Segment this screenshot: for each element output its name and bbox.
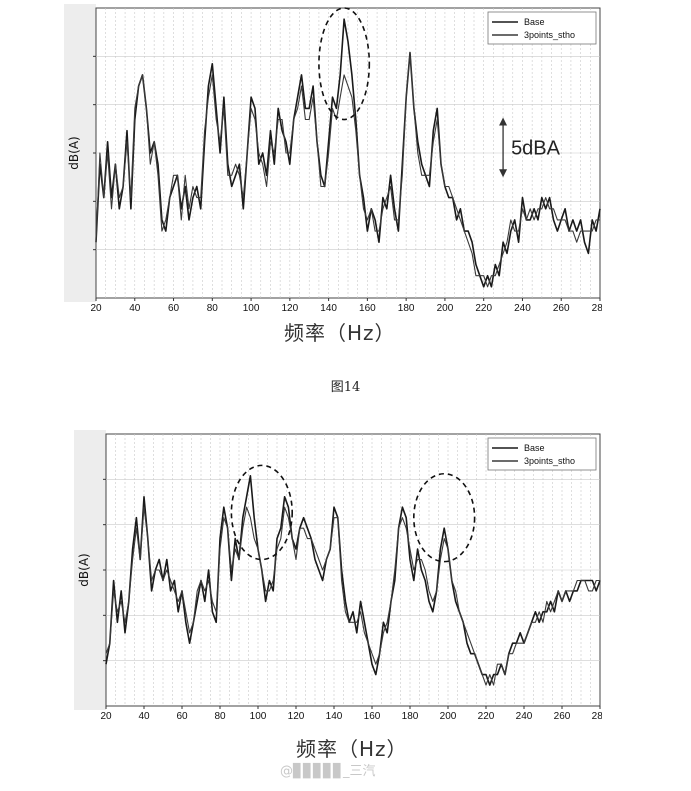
x-tick-label: 40 — [138, 711, 150, 722]
axis-background — [74, 430, 106, 710]
legend — [487, 11, 597, 45]
y-axis-label: dB(A) — [77, 553, 91, 586]
x-tick-label: 280 — [592, 711, 602, 722]
series-line-3points-stho — [95, 52, 600, 288]
x-tick-label: 40 — [129, 303, 141, 314]
legend-label: Base — [524, 443, 545, 453]
x-tick-label: 220 — [475, 303, 492, 314]
legend-label: 3points_stho — [524, 30, 575, 40]
highlight-ellipse — [413, 472, 476, 563]
x-tick-label: 80 — [207, 303, 219, 314]
x-tick-label: 100 — [250, 711, 267, 722]
x-tick-label: 240 — [516, 711, 533, 722]
arrow-down-icon — [499, 169, 508, 178]
x-axis-label: 频率（Hz） — [296, 737, 408, 761]
x-tick-label: 280 — [592, 303, 602, 314]
x-tick-label: 260 — [553, 303, 570, 314]
arrow-up-icon — [499, 117, 508, 126]
x-tick-label: 60 — [168, 303, 180, 314]
x-tick-label: 100 — [243, 303, 260, 314]
x-tick-label: 180 — [402, 711, 419, 722]
series-line-base — [105, 474, 601, 686]
y-axis-label: dB(A) — [67, 136, 81, 169]
x-tick-label: 140 — [320, 303, 337, 314]
series-line-base — [95, 18, 601, 288]
legend-label: 3points_stho — [524, 456, 575, 466]
scale-label: 5dBA — [511, 137, 561, 159]
legend-label: Base — [524, 17, 545, 27]
legend — [487, 437, 597, 471]
x-tick-label: 200 — [440, 711, 457, 722]
x-tick-label: 160 — [359, 303, 376, 314]
x-tick-label: 260 — [554, 711, 571, 722]
watermark: @▊▊▊▊▊_三汽 — [280, 764, 376, 779]
highlight-ellipse — [230, 464, 294, 561]
x-tick-label: 120 — [288, 711, 305, 722]
axis-background — [64, 4, 96, 302]
chart-1: 20 40 60 80 100 120 140 160 180 200 220 240 260 280 dB… — [62, 2, 602, 322]
figure-caption: 图14 — [330, 380, 361, 395]
x-tick-label: 20 — [100, 711, 112, 722]
x-tick-label: 220 — [478, 711, 495, 722]
highlight-ellipse — [318, 7, 371, 121]
x-tick-label: 120 — [282, 303, 299, 314]
x-tick-label: 20 — [90, 303, 102, 314]
x-tick-label: 160 — [364, 711, 381, 722]
series-line-3points-stho — [105, 506, 600, 686]
x-tick-label: 240 — [514, 303, 531, 314]
chart-2: 20 40 60 80 100 120 140 160 180 200 220 240 260 280 dB… — [72, 428, 602, 728]
chart-svg: 20 40 60 80 100 120 140 160 180 200 220 240 260 280 dB… — [74, 430, 602, 722]
x-tick-label: 60 — [176, 711, 188, 722]
x-tick-label: 200 — [437, 303, 454, 314]
x-tick-label: 140 — [326, 711, 343, 722]
chart-svg: 20 40 60 80 100 120 140 160 180 200 220 240 260 280 dB… — [64, 4, 602, 314]
x-axis-label: 频率（Hz） — [284, 321, 396, 345]
x-tick-label: 80 — [214, 711, 226, 722]
x-tick-label: 180 — [398, 303, 415, 314]
